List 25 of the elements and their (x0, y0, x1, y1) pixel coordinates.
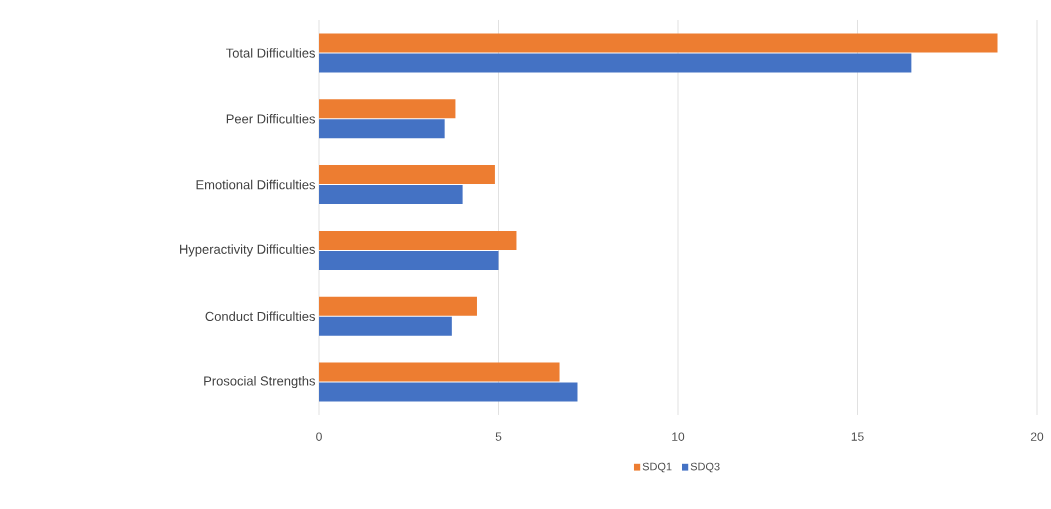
y-tick-label: Emotional Difficulties (196, 179, 316, 190)
y-tick-label: Total Difficulties (226, 48, 316, 58)
bar (319, 119, 445, 139)
bar (319, 250, 499, 270)
legend-label: SDQ3 (690, 462, 720, 473)
bar (319, 165, 495, 185)
y-tick-label: Prosocial Strengths (204, 376, 315, 389)
legend-label: SDQ1 (642, 462, 672, 473)
y-tick-label: Hyperactivity Difficulties (180, 244, 316, 257)
bar (319, 362, 560, 382)
bar (319, 296, 477, 316)
bar (319, 185, 463, 205)
bar (319, 53, 912, 73)
x-tick-label: 5 (495, 432, 502, 441)
bar (319, 316, 452, 336)
x-tick-label: 0 (316, 432, 322, 441)
bar (319, 230, 517, 250)
x-tick-label: 20 (1030, 432, 1044, 441)
bar (319, 99, 456, 119)
bar (319, 382, 578, 402)
y-tick-label: Conduct Difficulties (205, 311, 316, 321)
x-tick-label: 10 (672, 432, 685, 441)
x-tick-label: 15 (851, 432, 864, 441)
bar (319, 33, 998, 53)
y-tick-label: Peer Difficulties (226, 113, 316, 124)
